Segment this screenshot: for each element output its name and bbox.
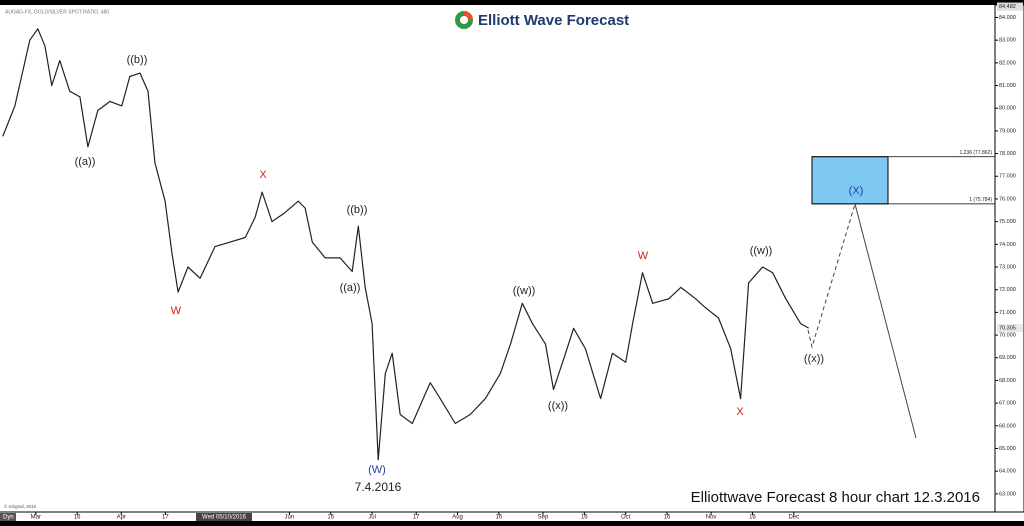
y-tick-label: 81.000 [999, 83, 1016, 89]
wave-label: ((a)) [75, 156, 96, 168]
wave-label: W [171, 305, 182, 317]
y-tick-label: 63.000 [999, 491, 1016, 497]
fib-label: 1 (75.784) [969, 197, 992, 203]
wave-label: ((w)) [750, 245, 773, 257]
x-tick-label: Nov [706, 515, 717, 521]
last-price-label: 70.305 [999, 326, 1016, 332]
y-tick-label: 72.000 [999, 287, 1016, 293]
x-tick-label: 16 [496, 515, 503, 521]
wave-label: X [736, 406, 744, 418]
y-axis-area [994, 4, 1024, 513]
y-tick-label: 68.000 [999, 378, 1016, 384]
x-tick-label: Aug [452, 515, 463, 521]
y-tick-label: 66.000 [999, 423, 1016, 429]
wave-label: ((a)) [340, 282, 361, 294]
y-tick-label: 78.000 [999, 151, 1016, 157]
cursor-box [196, 513, 252, 521]
x-tick-label: 17 [413, 515, 420, 521]
x-tick-label: Mar [31, 515, 41, 521]
x-tick-label: 16 [581, 515, 588, 521]
y-tick-label: 77.000 [999, 174, 1016, 180]
y-tick-label: 71.000 [999, 310, 1016, 316]
wave-label: W [638, 250, 649, 262]
x-tick-label: Sep [538, 515, 549, 521]
x-tick-label: Oct [621, 515, 631, 521]
price-line [2, 28, 809, 461]
last-price-marker [997, 324, 1023, 333]
y-tick-label: 83.000 [999, 38, 1016, 44]
x-tick-label: Jul [368, 515, 376, 521]
cursor-label: Wed 05/10/2016 [202, 515, 247, 521]
y-tick-label: 73.000 [999, 264, 1016, 270]
wave-label: ((x)) [804, 353, 824, 365]
y-tick-label: 67.000 [999, 401, 1016, 407]
symbol-label: AUGAG-FX, GOLD/SILVER SPOT RATIO, 480 [5, 9, 109, 15]
high-label: 84.482 [999, 4, 1016, 10]
x-tick-label: 16 [327, 515, 334, 521]
y-tick-label: 76.000 [999, 196, 1016, 202]
x-tick-label: 16 [749, 515, 756, 521]
y-tick-label: 74.000 [999, 242, 1016, 248]
projection-dashed [807, 203, 856, 349]
logo [455, 11, 473, 29]
chart-title: Elliott Wave Forecast [478, 12, 629, 29]
x-tick-label: Dec [788, 515, 799, 521]
target-box [811, 156, 889, 205]
y-tick-label: 80.000 [999, 106, 1016, 112]
y-tick-label: 65.000 [999, 446, 1016, 452]
y-tick-label: 82.000 [999, 60, 1016, 66]
projection-solid [854, 203, 917, 439]
footer: Elliottwave Forecast 8 hour chart 12.3.2… [691, 489, 980, 506]
y-tick-label: 69.000 [999, 355, 1016, 361]
y-tick-label: 84.000 [999, 15, 1016, 21]
wave-label: ((b)) [347, 204, 368, 216]
x-tick-label: Jun [285, 515, 295, 521]
high-marker [997, 2, 1023, 11]
wave-label: ((x)) [548, 400, 568, 412]
wave-label: (W) [368, 464, 386, 476]
wave-label: ((b)) [127, 54, 148, 66]
x-tick-label: 17 [162, 515, 169, 521]
y-tick-label: 75.000 [999, 219, 1016, 225]
corner-box [0, 513, 16, 521]
y-tick-label: 70.000 [999, 333, 1016, 339]
x-tick-label: 16 [74, 515, 81, 521]
background [0, 5, 1024, 521]
wave-label: 7.4.2016 [355, 480, 402, 494]
x-tick-label: 16 [664, 515, 671, 521]
wave-label: ((w)) [513, 285, 536, 297]
y-tick-label: 79.000 [999, 128, 1016, 134]
corner-label: Dyn [3, 515, 14, 521]
logo-icon-hole [460, 16, 468, 24]
x-tick-label: Apr [117, 515, 126, 521]
copyright: © eSignal, 2016 [4, 503, 37, 509]
y-tick-label: 64.000 [999, 469, 1016, 475]
wave-label: X [259, 169, 267, 181]
wave-label: (X) [849, 185, 864, 197]
fib-label: 1.236 (77.862) [959, 150, 992, 156]
